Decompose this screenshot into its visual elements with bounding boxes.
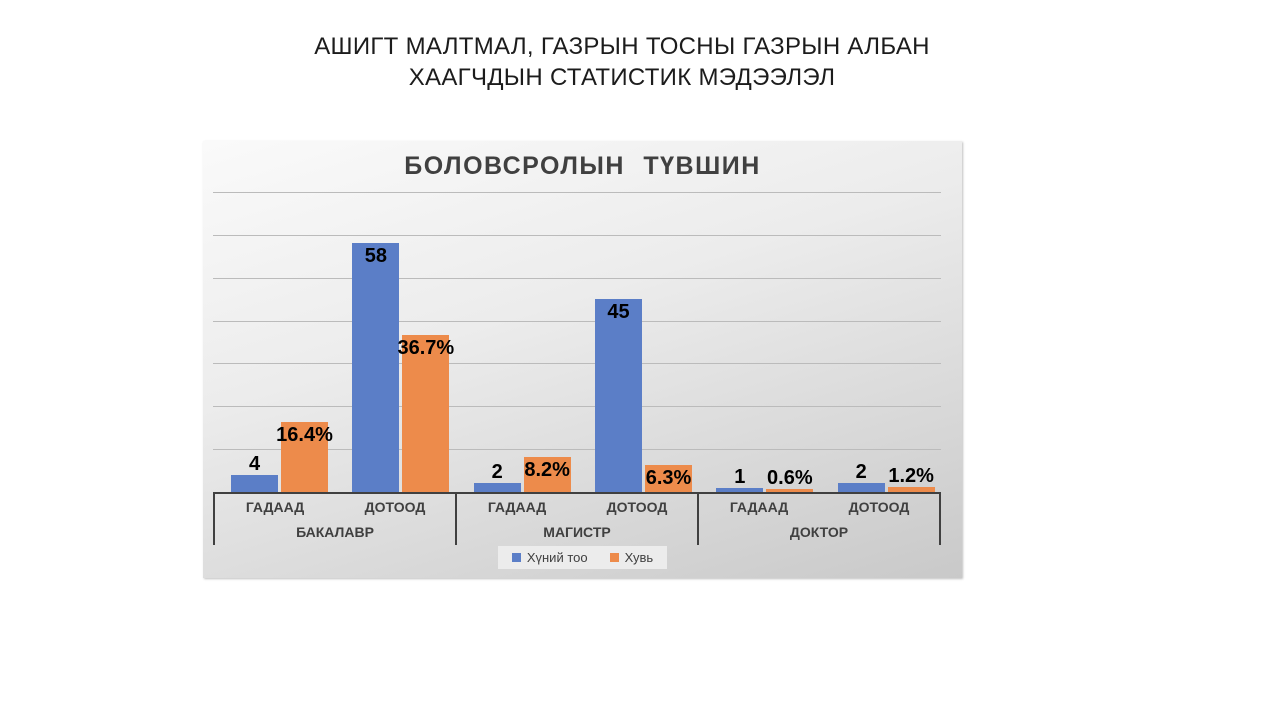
category-label: ДОТООД	[606, 499, 668, 516]
bar-label-percent: 6.3%	[645, 467, 692, 489]
bar-count	[231, 474, 278, 492]
category-label: ДОТООД	[848, 499, 910, 516]
gridline	[213, 234, 941, 236]
category-axis: ГАДААД ДОТООД БАКАЛАВР ГАДААД ДОТООД МАГИСТР Г…	[213, 492, 941, 545]
gridline	[213, 192, 941, 193]
legend-label: Хүний тоо	[526, 550, 588, 565]
axis-group: ГАДААД ДОТООД МАГИСТР	[455, 494, 697, 545]
bar-label-count: 58	[364, 245, 387, 268]
page-title-line-2: ХААГЧДЫН СТАТИСТИК МЭДЭЭЛЭЛ	[408, 64, 836, 91]
bar-label-percent: 0.6%	[767, 467, 813, 490]
bar-label-count: 1	[734, 465, 746, 488]
gridline	[213, 406, 941, 408]
group-label: БАКАЛАВР	[296, 523, 374, 540]
category-label: ГАДААД	[487, 499, 547, 516]
page-title-line-1: АШИГТ МАЛТМАЛ, ГАЗРЫН ТОСНЫ ГАЗРЫН АЛБАН	[314, 33, 930, 60]
gridline	[213, 277, 941, 279]
axis-subcategory-row: ГАДААД ДОТООД	[215, 494, 455, 521]
bar-percent	[887, 486, 935, 492]
gridline	[213, 363, 941, 365]
bar-label-count: 45	[607, 301, 630, 324]
bar-percent	[402, 334, 450, 492]
legend-box: Хүний тоо Хувь	[497, 546, 668, 569]
bar-label-percent: 16.4%	[276, 423, 333, 446]
gridline	[213, 320, 941, 322]
axis-subcategory-row: ГАДААД ДОТООД	[457, 494, 697, 521]
bar-label-percent: 1.2%	[888, 464, 934, 487]
legend: Хүний тоо Хувь	[203, 546, 962, 569]
bar-percent	[766, 489, 814, 492]
category-label: ГАДААД	[729, 499, 789, 516]
bar-label-percent: 8.2%	[524, 458, 570, 481]
legend-item: Хувь	[609, 550, 654, 565]
legend-item: Хүний тоо	[511, 550, 588, 565]
plot-area: 4 16.4% 58 36.7% 2 8.2% 45 6.3% 1 0.6% 2 1.2%	[213, 192, 941, 492]
axis-subcategory-row: ГАДААД ДОТООД	[699, 494, 939, 521]
group-label: МАГИСТР	[543, 523, 611, 540]
bar-label-percent: 36.7%	[397, 336, 455, 359]
page-title: АШИГТ МАЛТМАЛ, ГАЗРЫН ТОСНЫ ГАЗРЫН АЛБАН…	[0, 31, 1244, 93]
axis-group: ГАДААД ДОТООД БАКАЛАВР	[213, 494, 455, 545]
bar-count	[837, 483, 885, 492]
axis-group: ГАДААД ДОТООД ДОКТОР	[697, 494, 941, 545]
category-label: ДОТООД	[364, 499, 426, 516]
bar-percent	[281, 421, 328, 492]
bar-percent	[645, 465, 692, 492]
bar-count	[716, 487, 764, 492]
legend-swatch	[609, 553, 619, 562]
chart-panel: БОЛОВСРОЛЫН ТҮВШИН 4 16.4% 58 36.7% 2 8.2% 45 6…	[203, 141, 962, 578]
bar-count	[595, 299, 642, 492]
category-label: ГАДААД	[245, 499, 305, 516]
group-label: ДОКТОР	[789, 523, 849, 540]
bar-label-count: 2	[491, 461, 503, 484]
chart-title: БОЛОВСРОЛЫН ТҮВШИН	[404, 152, 761, 180]
bar-percent	[523, 456, 571, 492]
bar-label-count: 2	[855, 461, 867, 484]
bar-count	[473, 483, 521, 492]
bar-count	[352, 243, 400, 492]
bar-label-count: 4	[248, 452, 261, 475]
legend-swatch	[511, 553, 521, 562]
legend-label: Хувь	[624, 550, 654, 565]
gridline	[213, 449, 941, 451]
